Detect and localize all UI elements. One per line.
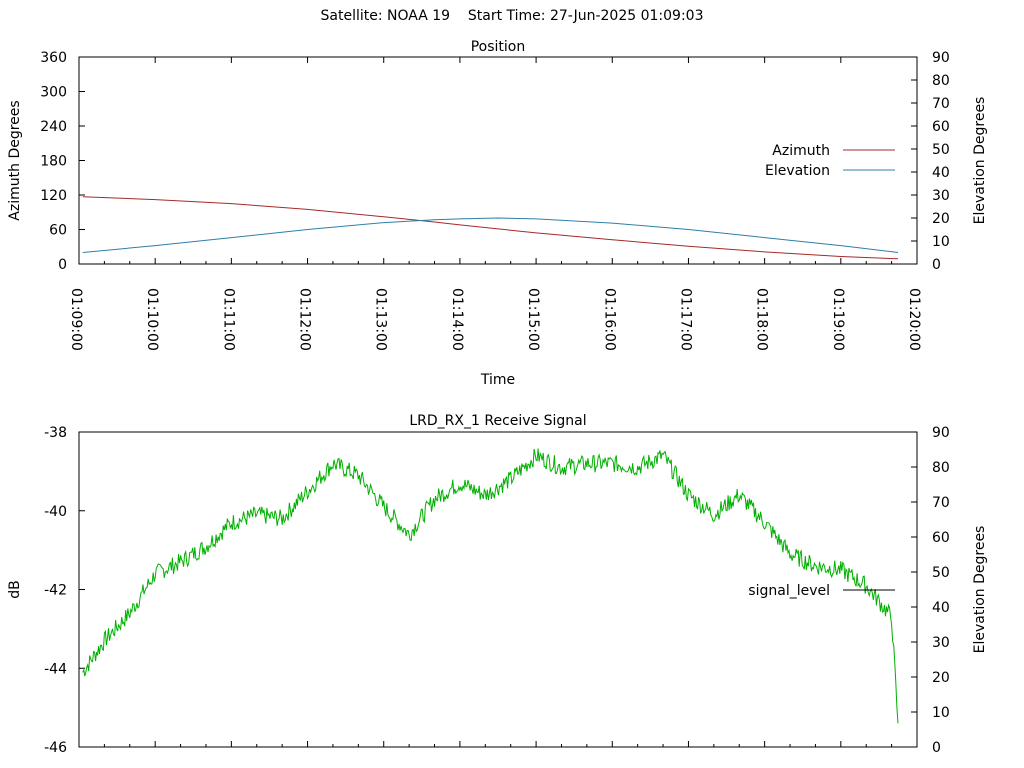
x-tick-label: 01:09:00 bbox=[68, 288, 84, 351]
y-tick-label: 240 bbox=[40, 119, 67, 135]
y2-tick-label: 20 bbox=[932, 211, 950, 227]
y-axis-label: dB bbox=[7, 580, 23, 599]
y2-tick-label: 80 bbox=[932, 73, 950, 89]
y2-tick-label: 70 bbox=[932, 96, 950, 112]
chart-title: LRD_RX_1 Receive Signal bbox=[409, 413, 586, 429]
legend-label: signal_level bbox=[748, 583, 830, 599]
chart-title: Position bbox=[471, 39, 526, 55]
x-tick-label: 01:13:00 bbox=[373, 288, 389, 351]
legend-label: Azimuth bbox=[772, 143, 830, 159]
y2-tick-label: 0 bbox=[932, 257, 941, 273]
y2-tick-label: 40 bbox=[932, 165, 950, 181]
y2-tick-label: 60 bbox=[932, 530, 950, 546]
y2-tick-label: 90 bbox=[932, 50, 950, 66]
x-tick-label: 01:14:00 bbox=[449, 288, 465, 351]
legend-label: Elevation bbox=[765, 163, 830, 179]
y-tick-label: 180 bbox=[40, 154, 67, 170]
y-tick-label: -40 bbox=[44, 504, 67, 520]
y2-tick-label: 30 bbox=[932, 188, 950, 204]
series-line-signal-level bbox=[82, 448, 899, 724]
plot-frame bbox=[78, 56, 918, 265]
y2-tick-label: 70 bbox=[932, 495, 950, 511]
y2-tick-label: 20 bbox=[932, 670, 950, 686]
series-line-elevation bbox=[82, 217, 899, 253]
figure-title: Satellite: NOAA 19 Start Time: 27-Jun-20… bbox=[320, 8, 704, 24]
y2-tick-label: 80 bbox=[932, 460, 950, 476]
y-tick-label: -42 bbox=[44, 583, 67, 599]
y-tick-label: -44 bbox=[44, 661, 67, 677]
y-tick-label: 300 bbox=[40, 85, 67, 101]
chart-panel-1 bbox=[78, 56, 918, 265]
x-tick-label: 01:18:00 bbox=[754, 288, 770, 351]
y2-tick-label: 30 bbox=[932, 635, 950, 651]
y2-tick-label: 40 bbox=[932, 600, 950, 616]
x-tick-label: 01:11:00 bbox=[220, 288, 236, 351]
x-axis-label: Time bbox=[480, 372, 515, 388]
y-axis-label: Azimuth Degrees bbox=[7, 100, 23, 220]
x-tick-label: 01:15:00 bbox=[525, 288, 541, 351]
y2-tick-label: 10 bbox=[932, 234, 950, 250]
x-tick-label: 01:12:00 bbox=[297, 288, 313, 351]
y2-tick-label: 90 bbox=[932, 425, 950, 441]
y-tick-label: 60 bbox=[49, 223, 67, 239]
y2-axis-label: Elevation Degrees bbox=[972, 526, 988, 654]
y2-tick-label: 0 bbox=[932, 740, 941, 756]
y2-tick-label: 10 bbox=[932, 705, 950, 721]
x-tick-label: 01:16:00 bbox=[601, 288, 617, 351]
y2-tick-label: 60 bbox=[932, 119, 950, 135]
x-tick-label: 01:19:00 bbox=[830, 288, 846, 351]
y-tick-label: 0 bbox=[58, 257, 67, 273]
series-line-azimuth bbox=[82, 196, 899, 260]
y2-tick-label: 50 bbox=[932, 142, 950, 158]
x-tick-label: 01:10:00 bbox=[144, 288, 160, 351]
y-tick-label: 120 bbox=[40, 188, 67, 204]
y-tick-label: 360 bbox=[40, 50, 67, 66]
chart-panel-2 bbox=[78, 431, 918, 748]
x-tick-label: 01:17:00 bbox=[677, 288, 693, 351]
x-tick-label: 01:20:00 bbox=[906, 288, 922, 351]
y2-axis-label: Elevation Degrees bbox=[972, 97, 988, 225]
y-tick-label: -46 bbox=[44, 740, 67, 756]
y2-tick-label: 50 bbox=[932, 565, 950, 581]
y-tick-label: -38 bbox=[44, 425, 67, 441]
